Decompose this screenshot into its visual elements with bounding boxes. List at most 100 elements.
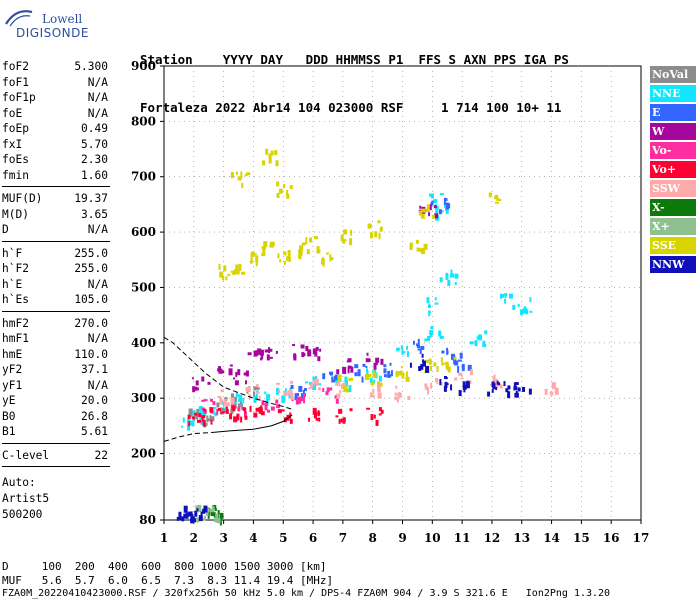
echo-mark [268, 348, 273, 352]
echo-mark [222, 276, 225, 281]
param-value: N/A [87, 91, 108, 104]
param-value: N/A [87, 106, 108, 120]
echo-mark [299, 245, 304, 250]
echo-mark [300, 398, 304, 402]
legend-item: NNE [650, 85, 696, 102]
echo-mark [283, 184, 286, 189]
echo-mark [429, 358, 432, 361]
echo-mark [507, 391, 511, 399]
echo-mark [233, 269, 237, 275]
echo-point [430, 197, 451, 215]
echo-mark [289, 387, 292, 391]
echo-mark [255, 407, 260, 412]
echo-mark [298, 250, 301, 254]
echo-mark [264, 403, 268, 411]
echo-mark [258, 387, 261, 390]
echo-point [335, 408, 353, 424]
param-key: foEs [2, 153, 29, 166]
echo-mark [220, 389, 224, 393]
echo-mark [239, 395, 243, 399]
echo-mark [429, 333, 432, 338]
echo-mark [201, 376, 205, 382]
param-value: 19.37 [74, 192, 108, 205]
param-key: foF1p [2, 91, 36, 104]
echo-mark [417, 338, 420, 345]
footer-muf-row: MUF 5.6 5.7 6.0 6.5 7.3 8.3 11.4 19.4 [M… [2, 574, 334, 587]
echo-mark [267, 409, 271, 413]
echo-mark [210, 407, 214, 414]
echo-mark [190, 517, 194, 524]
echo-mark [454, 377, 458, 381]
echo-mark [441, 362, 444, 366]
echo-mark [354, 364, 359, 369]
echo-mark [293, 354, 297, 361]
echo-mark [200, 418, 204, 425]
echo-mark [314, 375, 317, 380]
param-row: C-level 22 [2, 449, 108, 463]
echo-mark [396, 347, 401, 350]
y-tick-label: 200 [131, 447, 156, 461]
param-row: fmin 1.60 [2, 169, 108, 183]
legend-item: X- [650, 199, 696, 216]
echo-mark [362, 363, 366, 367]
legend-item: X+ [650, 218, 696, 235]
echo-mark [214, 518, 218, 523]
echo-mark [440, 357, 443, 363]
echo-mark [366, 407, 371, 410]
axis-ticks: 1 2 3 4 5 6 7 8 9 10 11 12 13 14 15 16 17802003004005006… [131, 59, 649, 545]
echo-mark [233, 396, 237, 403]
param-value: 255.0 [74, 262, 108, 275]
echo-mark [274, 150, 278, 156]
echo-mark [421, 353, 424, 358]
echo-mark [425, 359, 430, 363]
echo-mark [428, 359, 432, 365]
param-value: 0.49 [81, 122, 108, 135]
echo-mark [463, 383, 466, 389]
echo-mark [429, 193, 432, 197]
echo-mark [325, 252, 329, 255]
echo-mark [199, 411, 204, 418]
echo-mark [332, 379, 336, 383]
echo-mark [294, 393, 298, 401]
echo-mark [433, 205, 437, 209]
echo-mark [200, 511, 203, 516]
echo-mark [283, 251, 287, 256]
param-value: 26.8 [81, 409, 108, 423]
echo-mark [270, 406, 275, 411]
echo-mark [463, 388, 466, 393]
echo-mark [235, 171, 238, 175]
echo-mark [308, 239, 312, 243]
param-row: hmE 110.0 [2, 348, 108, 362]
echo-mark [529, 297, 532, 303]
echo-mark [188, 421, 191, 427]
echo-mark [275, 382, 280, 385]
echo-mark [301, 352, 305, 358]
echo-mark [492, 376, 496, 381]
echo-mark [309, 384, 313, 389]
echo-mark [276, 181, 280, 187]
echo-mark [444, 381, 448, 388]
echo-point [217, 364, 233, 376]
echo-mark [338, 418, 341, 424]
echo-mark [221, 370, 225, 374]
echo-mark [378, 375, 382, 382]
echo-point [337, 374, 354, 393]
echo-mark [286, 190, 289, 197]
echo-point [307, 407, 321, 422]
echo-mark [218, 368, 223, 374]
echo-mark [253, 386, 257, 391]
echo-mark [277, 409, 282, 414]
param-row: fxI 5.70 [2, 138, 108, 152]
echo-mark [216, 408, 219, 415]
echo-mark [419, 348, 422, 354]
echo-mark [312, 407, 317, 415]
echo-mark [409, 244, 413, 251]
echo-mark [337, 380, 341, 385]
echo-mark [338, 408, 343, 414]
echo-mark [453, 356, 457, 360]
echo-mark [498, 199, 502, 202]
echo-mark [428, 212, 431, 217]
echo-mark [260, 351, 263, 357]
echo-mark [315, 378, 319, 386]
echo-mark [424, 386, 429, 390]
